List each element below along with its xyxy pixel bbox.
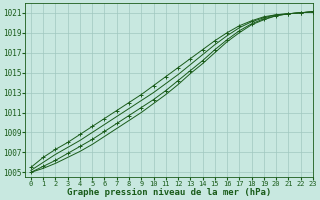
X-axis label: Graphe pression niveau de la mer (hPa): Graphe pression niveau de la mer (hPa) [67,188,271,197]
